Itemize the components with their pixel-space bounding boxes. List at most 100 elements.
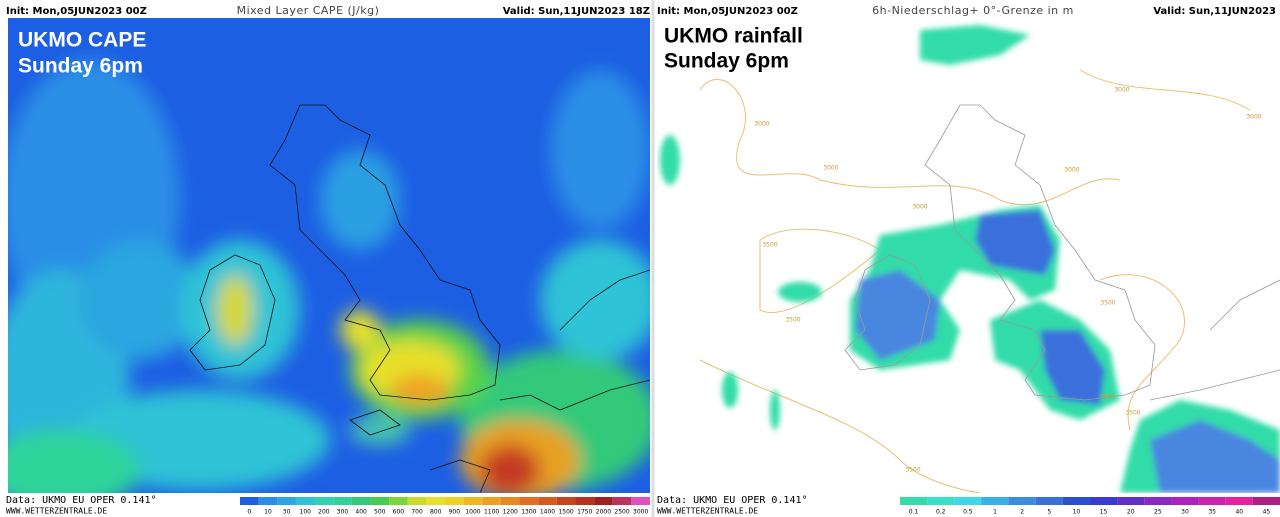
scale-swatch <box>240 497 259 505</box>
scale-swatch <box>1144 497 1172 505</box>
scale-swatch <box>445 497 464 505</box>
scale-swatch <box>900 497 928 505</box>
scale-swatch <box>1117 497 1145 505</box>
website: WWW.WETTERZENTRALE.DE <box>657 507 758 516</box>
scale-label: 1100 <box>484 509 499 516</box>
scale-swatch <box>500 497 520 505</box>
contour-label: 3000 <box>1064 167 1079 174</box>
map-title: Mixed Layer CAPE (J/kg) <box>237 4 380 17</box>
scale-swatch <box>1198 497 1226 505</box>
valid-label: Valid: Sun,11JUN2023 <box>1153 6 1276 17</box>
scale-label: 300 <box>337 509 349 516</box>
cape-map <box>8 18 650 493</box>
scale-label: 1300 <box>521 509 536 516</box>
scale-swatch <box>519 497 539 505</box>
rainfall-map <box>657 18 1280 493</box>
scale-swatch <box>351 497 371 505</box>
scale-swatch <box>927 497 955 505</box>
init-label: Init: Mon,05JUN2023 00Z <box>657 6 798 17</box>
overlay-title: UKMO rainfall <box>664 25 803 48</box>
scale-label: 10 <box>1073 509 1081 516</box>
scale-label: 700 <box>411 509 423 516</box>
scale-label: 1000 <box>465 509 480 516</box>
scale-swatch <box>258 497 278 505</box>
scale-swatch <box>389 497 408 505</box>
data-source: Data: UKMO EU OPER 0.141° <box>6 495 157 506</box>
scale-swatch <box>538 497 557 505</box>
contour-label: 3500 <box>762 242 777 249</box>
overlay-subtitle: Sunday 6pm <box>18 55 143 78</box>
scale-label: 900 <box>449 509 461 516</box>
scale-label: 1750 <box>577 509 592 516</box>
scale-swatch <box>314 497 334 505</box>
scale-label: 0.5 <box>963 509 973 516</box>
scale-label: 35 <box>1208 509 1216 516</box>
scale-label: 0 <box>247 509 251 516</box>
map-title: 6h-Niederschlag+ 0°-Grenze in m <box>872 4 1074 17</box>
scale-swatch <box>981 497 1009 505</box>
scale-swatch <box>1225 497 1253 505</box>
scale-swatch <box>594 497 613 505</box>
contour-label: 3000 <box>1246 114 1261 121</box>
scale-label: 30 <box>283 509 291 516</box>
scale-swatch <box>277 497 296 505</box>
scale-label: 15 <box>1100 509 1108 516</box>
scale-label: 600 <box>393 509 405 516</box>
scale-label: 1500 <box>558 509 573 516</box>
scale-label: 0.2 <box>936 509 946 516</box>
scale-swatch <box>295 497 315 505</box>
contour-label: 3500 <box>1100 300 1115 307</box>
scale-label: 40 <box>1235 509 1243 516</box>
scale-label: 200 <box>318 509 330 516</box>
scale-label: 1 <box>993 509 997 516</box>
scale-swatch <box>1035 497 1063 505</box>
scale-swatch <box>612 497 632 505</box>
scale-swatch <box>407 497 427 505</box>
scale-label: 25 <box>1154 509 1162 516</box>
scale-label: 30 <box>1181 509 1189 516</box>
scale-swatch <box>426 497 445 505</box>
scale-label: 800 <box>430 509 442 516</box>
scale-label: 0.1 <box>909 509 919 516</box>
scale-swatch <box>1062 497 1090 505</box>
scale-swatch <box>631 497 650 505</box>
contour-label: 3000 <box>912 204 927 211</box>
scale-label: 1200 <box>503 509 518 516</box>
scale-swatch <box>575 497 595 505</box>
scale-label: 100 <box>300 509 312 516</box>
contour-label: 3500 <box>1099 394 1114 401</box>
scale-swatch <box>1171 497 1199 505</box>
scale-label: 5 <box>1047 509 1051 516</box>
overlay-title: UKMO CAPE <box>18 29 146 52</box>
contour-label: 3000 <box>823 165 838 172</box>
scale-label: 500 <box>374 509 386 516</box>
website: WWW.WETTERZENTRALE.DE <box>6 507 107 516</box>
contour-label: 3000 <box>754 121 769 128</box>
overlay-subtitle: Sunday 6pm <box>664 50 789 73</box>
scale-swatch <box>1090 497 1118 505</box>
scale-label: 1400 <box>540 509 555 516</box>
scale-label: 10 <box>264 509 272 516</box>
scale-swatch <box>556 497 576 505</box>
scale-swatch <box>463 497 483 505</box>
scale-label: 20 <box>1127 509 1135 516</box>
contour-label: 3500 <box>905 467 920 474</box>
scale-label: 45 <box>1263 509 1271 516</box>
contour-label: 3000 <box>1114 87 1129 94</box>
scale-swatch <box>370 497 390 505</box>
contour-label: 3500 <box>785 317 800 324</box>
scale-swatch <box>1252 497 1280 505</box>
scale-swatch <box>333 497 352 505</box>
scale-swatch <box>482 497 501 505</box>
contour-label: 3500 <box>1125 410 1140 417</box>
scale-swatch <box>954 497 982 505</box>
init-label: Init: Mon,05JUN2023 00Z <box>6 6 147 17</box>
scale-label: 400 <box>355 509 367 516</box>
valid-label: Valid: Sun,11JUN2023 18Z <box>503 6 650 17</box>
scale-label: 2 <box>1020 509 1024 516</box>
scale-label: 2500 <box>614 509 629 516</box>
scale-label: 3000 <box>633 509 648 516</box>
scale-label: 2000 <box>596 509 611 516</box>
scale-swatch <box>1008 497 1036 505</box>
